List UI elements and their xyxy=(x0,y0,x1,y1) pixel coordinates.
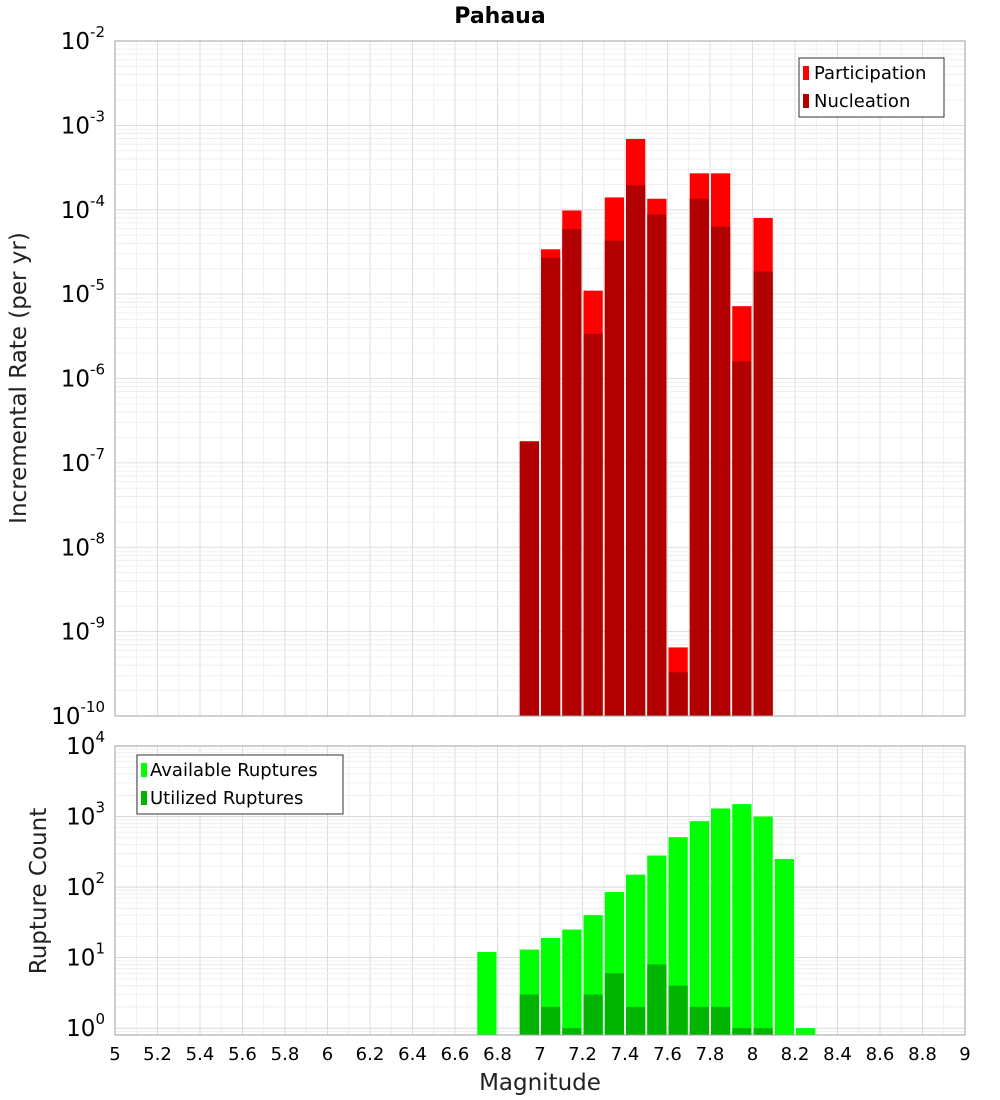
x-tick-label: 6.2 xyxy=(356,1044,385,1065)
top-bar-nucleation xyxy=(541,257,561,716)
bottom-y-axis-label: Rupture Count xyxy=(26,808,52,974)
bottom-bar-available-ruptures xyxy=(626,874,646,1035)
x-tick-label: 5.4 xyxy=(186,1044,215,1065)
top-bar-nucleation xyxy=(689,198,709,717)
legend-swatch-utilized xyxy=(141,791,147,805)
bottom-bar-available-ruptures xyxy=(711,808,731,1035)
bottom-y-tick-label: 104 xyxy=(66,728,105,760)
bottom-plot-border xyxy=(114,745,966,1036)
bottom-bar-utilized-ruptures xyxy=(519,994,539,1035)
top-y-tick-label: 10-4 xyxy=(61,192,105,224)
bottom-bars xyxy=(477,804,816,1035)
top-bar-nucleation xyxy=(519,441,539,716)
x-tick-label: 9 xyxy=(959,1044,970,1065)
x-tick-label: 8.6 xyxy=(866,1044,895,1065)
bottom-bar-available-ruptures xyxy=(732,804,752,1035)
bottom-bar-utilized-ruptures xyxy=(626,1006,646,1035)
x-tick-label: 8 xyxy=(747,1044,758,1065)
x-axis-label: Magnitude xyxy=(479,1070,601,1096)
top-grid xyxy=(114,40,966,717)
top-bar-nucleation xyxy=(647,214,667,717)
top-bar-nucleation xyxy=(626,185,646,717)
x-tick-label: 6.8 xyxy=(483,1044,512,1065)
top-legend: Participation Nucleation xyxy=(798,57,945,118)
top-y-tick-label: 10-6 xyxy=(61,361,105,393)
top-y-axis-label: Incremental Rate (per yr) xyxy=(6,232,32,524)
top-bar-nucleation xyxy=(583,333,603,716)
x-tick-label: 5.6 xyxy=(228,1044,257,1065)
x-tick-label: 8.2 xyxy=(781,1044,810,1065)
bottom-y-tick-label: 100 xyxy=(66,1010,105,1042)
bottom-y-tick-label: 101 xyxy=(66,940,105,972)
chart-title: Pahaua xyxy=(454,4,545,29)
bottom-bar-utilized-ruptures xyxy=(541,1006,561,1035)
top-y-tick-label: 10-10 xyxy=(51,698,105,730)
x-tick-label: 5.8 xyxy=(271,1044,300,1065)
top-y-tick-label: 10-9 xyxy=(61,614,105,646)
bottom-bar-available-ruptures xyxy=(753,816,773,1035)
x-tick-label: 8.8 xyxy=(908,1044,937,1065)
bottom-bar-utilized-ruptures xyxy=(753,1028,773,1035)
legend-label-available: Available Ruptures xyxy=(150,760,318,781)
top-bars xyxy=(519,138,773,717)
legend-label-utilized: Utilized Ruptures xyxy=(150,788,303,809)
top-y-tick-label: 10-5 xyxy=(61,276,105,308)
bottom-legend-box xyxy=(136,754,344,815)
bottom-bar-utilized-ruptures xyxy=(668,985,688,1035)
top-y-tick-label: 10-2 xyxy=(61,23,105,55)
bottom-plot: 100 101 102 103 104 Rupture Count Available … xyxy=(26,728,966,1042)
top-y-tick-label: 10-3 xyxy=(61,107,105,139)
bottom-bar-available-ruptures xyxy=(689,821,709,1035)
bottom-bar-available-ruptures xyxy=(796,1028,816,1035)
top-bar-nucleation xyxy=(562,229,582,717)
bottom-y-tick-label: 102 xyxy=(66,869,105,901)
bottom-bar-utilized-ruptures xyxy=(562,1028,582,1035)
bottom-bar-utilized-ruptures xyxy=(711,1006,731,1035)
x-tick-label: 7.6 xyxy=(653,1044,682,1065)
legend-label-nucleation: Nucleation xyxy=(814,91,910,112)
top-plot: 10-10 10-9 10-8 10-7 10-6 10-5 10-4 10-3 10-2 In… xyxy=(6,23,966,730)
bottom-bar-utilized-ruptures xyxy=(647,964,667,1035)
x-tick-label: 6.6 xyxy=(441,1044,470,1065)
x-tick-label: 6.4 xyxy=(398,1044,427,1065)
legend-swatch-available xyxy=(141,763,147,777)
x-tick-label: 7.2 xyxy=(568,1044,597,1065)
x-axis-ticks: 5 5.2 5.4 5.6 5.8 6 6.2 6.4 6.6 6.8 7 7.2 7.4 7.6 7.8 8… xyxy=(109,1044,970,1065)
bottom-y-tick-label: 103 xyxy=(66,799,105,831)
top-bar-nucleation xyxy=(753,271,773,716)
bottom-legend: Available Ruptures Utilized Ruptures xyxy=(136,754,344,815)
bottom-bar-utilized-ruptures xyxy=(604,973,624,1035)
x-tick-label: 5.2 xyxy=(143,1044,172,1065)
x-tick-label: 8.4 xyxy=(823,1044,852,1065)
top-plot-border xyxy=(114,40,966,717)
bottom-bar-utilized-ruptures xyxy=(732,1028,752,1035)
x-tick-label: 7.8 xyxy=(696,1044,725,1065)
bottom-bar-available-ruptures xyxy=(477,952,497,1035)
top-bar-nucleation xyxy=(604,240,624,717)
top-legend-box xyxy=(798,57,945,118)
x-tick-label: 5 xyxy=(109,1044,120,1065)
legend-swatch-participation xyxy=(803,66,809,80)
bottom-bar-utilized-ruptures xyxy=(689,1006,709,1035)
bottom-bar-available-ruptures xyxy=(668,837,688,1035)
top-bar-nucleation xyxy=(732,361,752,716)
top-bar-nucleation xyxy=(711,226,731,716)
legend-label-participation: Participation xyxy=(814,63,926,84)
bottom-bar-available-ruptures xyxy=(562,929,582,1035)
top-y-tick-label: 10-7 xyxy=(61,445,105,477)
bottom-bar-available-ruptures xyxy=(774,859,794,1035)
top-y-ticks: 10-10 10-9 10-8 10-7 10-6 10-5 10-4 10-3 10-2 xyxy=(51,23,105,730)
top-y-tick-label: 10-8 xyxy=(61,529,105,561)
x-tick-label: 7 xyxy=(534,1044,545,1065)
x-tick-label: 7.4 xyxy=(611,1044,640,1065)
bottom-bar-utilized-ruptures xyxy=(583,994,603,1035)
bottom-y-ticks: 100 101 102 103 104 xyxy=(66,728,105,1042)
legend-swatch-nucleation xyxy=(803,94,809,108)
top-bar-nucleation xyxy=(668,672,688,716)
x-tick-label: 6 xyxy=(322,1044,333,1065)
